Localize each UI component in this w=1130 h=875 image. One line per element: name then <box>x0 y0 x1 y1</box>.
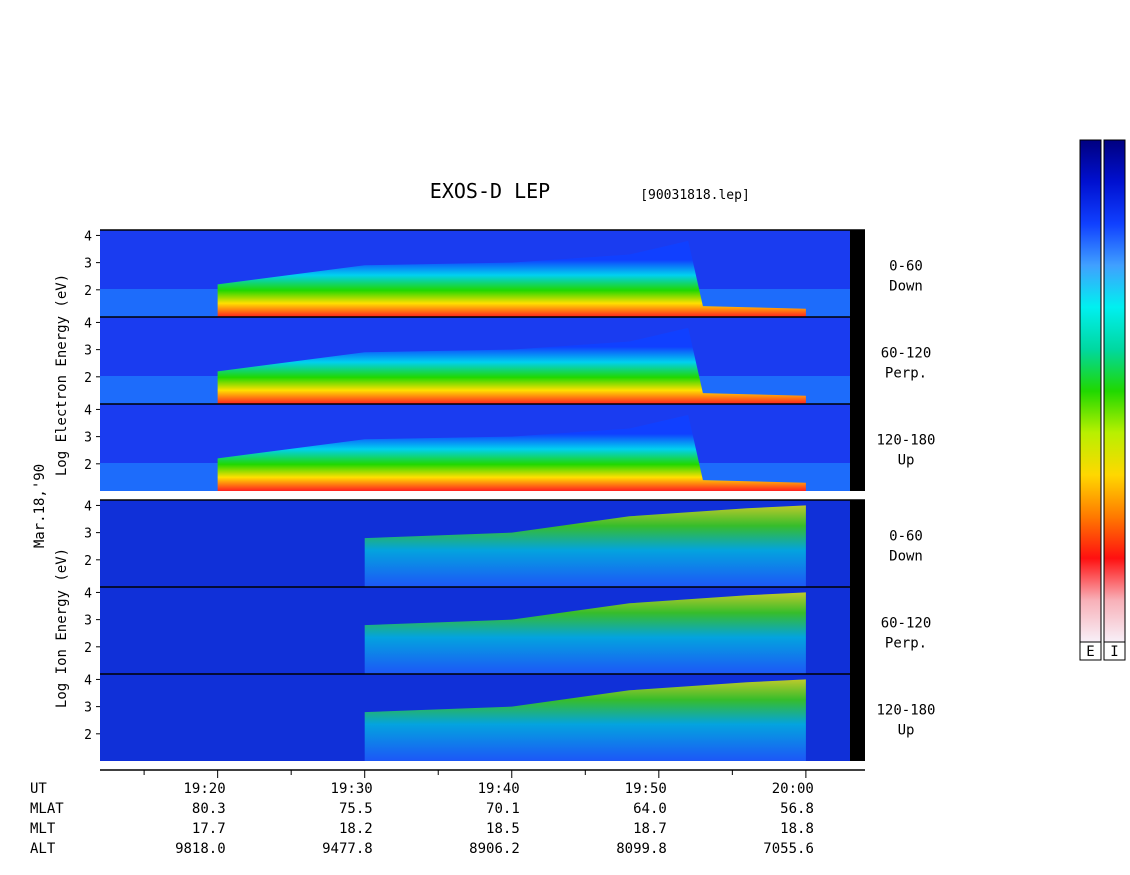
ion-flux-region <box>364 679 806 761</box>
ephemeris-value: 80.3 <box>192 801 226 817</box>
electron-panel-2 <box>100 316 865 404</box>
electron-panel-1 <box>100 229 865 317</box>
y-tick-label: 3 <box>84 614 92 629</box>
ephemeris-value: 9477.8 <box>322 841 373 857</box>
electron-pitch-range: 60-120 <box>881 346 932 362</box>
ephemeris-value: 64.0 <box>633 801 667 817</box>
ion-panel-3 <box>100 673 865 761</box>
ephemeris-label-ut: UT <box>30 781 47 797</box>
ephemeris-value: 19:50 <box>625 781 667 797</box>
y-tick-label: 3 <box>84 527 92 542</box>
data-gap <box>850 230 865 317</box>
ion-pitch-direction: Down <box>889 549 923 565</box>
y-tick-label: 4 <box>84 403 92 418</box>
y-tick-label: 2 <box>84 641 92 656</box>
ephemeris-value: 20:00 <box>772 781 814 797</box>
ephemeris-value: 8906.2 <box>469 841 520 857</box>
ion-pitch-direction: Up <box>898 723 915 739</box>
ephemeris-value: 17.7 <box>192 821 226 837</box>
electron-pitch-range: 0-60 <box>889 259 923 275</box>
y-tick-label: 3 <box>84 257 92 272</box>
data-gap <box>850 674 865 761</box>
y-tick-label: 2 <box>84 371 92 386</box>
y-tick-label: 4 <box>84 586 92 601</box>
electron-flux-region <box>217 414 806 491</box>
y-tick-label: 2 <box>84 284 92 299</box>
ephemeris-value: 18.8 <box>780 821 814 837</box>
ephemeris-table: UT 19:20 19:30 19:40 19:50 20:00 MLAT 80.3 75.5 7… <box>30 781 814 857</box>
data-gap <box>850 500 865 587</box>
y-tick-label: 4 <box>84 316 92 331</box>
ephemeris-value: 9818.0 <box>175 841 226 857</box>
ion-panel-2 <box>100 586 865 674</box>
y-axis-labels: Log Electron Energy (eV) Log Ion Energy (… <box>32 274 70 708</box>
data-gap <box>850 317 865 404</box>
ephemeris-label-alt: ALT <box>30 841 56 857</box>
ephemeris-value: 56.8 <box>780 801 814 817</box>
colorbar-label: I <box>1110 644 1118 660</box>
colorbar-i: I <box>1103 139 1126 661</box>
ion-flux-region <box>364 592 806 674</box>
y-tick-label: 4 <box>84 229 92 244</box>
y-tick-label: 3 <box>84 431 92 446</box>
y-tick-label: 2 <box>84 728 92 743</box>
colorbar-gradient <box>1103 139 1126 643</box>
ion-pitch-range: 120-180 <box>876 703 935 719</box>
electron-panel-3 <box>100 403 865 491</box>
ephemeris-label-mlt: MLT <box>30 821 56 837</box>
ion-y-label: Log Ion Energy (eV) <box>54 548 70 708</box>
y-tick-label: 4 <box>84 673 92 688</box>
y-tick-label: 2 <box>84 554 92 569</box>
time-axis <box>100 769 865 778</box>
electron-flux-region <box>217 240 806 317</box>
colorbar-label-box <box>1079 641 1102 661</box>
electron-pitch-range: 120-180 <box>876 433 935 449</box>
colorbar-gradient <box>1079 139 1102 643</box>
ephemeris-value: 8099.8 <box>616 841 667 857</box>
colorbar-e: E <box>1079 139 1102 661</box>
ion-pitch-range: 60-120 <box>881 616 932 632</box>
ephemeris-value: 19:40 <box>478 781 520 797</box>
date-label: Mar.18,'90 <box>32 464 48 548</box>
electron-flux-region <box>217 327 806 404</box>
pitch-angle-labels: 0-60 Down 60-120 Perp. 120-180 Up 0-60 Down 60-1… <box>876 259 935 739</box>
colorbar-label-box <box>1103 641 1126 661</box>
electron-pitch-direction: Perp. <box>885 366 927 382</box>
file-label: [90031818.lep] <box>640 188 750 203</box>
chart-title: EXOS-D LEP <box>430 179 550 203</box>
electron-y-label: Log Electron Energy (eV) <box>54 274 70 476</box>
ion-pitch-direction: Perp. <box>885 636 927 652</box>
colorbar-label: E <box>1086 644 1094 660</box>
ephemeris-value: 70.1 <box>486 801 520 817</box>
ephemeris-value: 75.5 <box>339 801 373 817</box>
ephemeris-label-mlat: MLAT <box>30 801 64 817</box>
electron-pitch-direction: Down <box>889 279 923 295</box>
y-tick-label: 4 <box>84 499 92 514</box>
ephemeris-value: 18.5 <box>486 821 520 837</box>
data-gap <box>850 404 865 491</box>
ephemeris-value: 19:30 <box>331 781 373 797</box>
spectrogram-panels: 4 3 2 4 3 2 4 3 2 4 3 2 4 3 2 4 3 2 <box>84 229 865 761</box>
ion-panel-1 <box>100 499 865 587</box>
ephemeris-value: 19:20 <box>183 781 225 797</box>
y-tick-label: 3 <box>84 344 92 359</box>
ion-pitch-range: 0-60 <box>889 529 923 545</box>
y-tick-label: 3 <box>84 701 92 716</box>
y-tick-label: 2 <box>84 458 92 473</box>
ion-flux-region <box>364 505 806 587</box>
ephemeris-value: 18.2 <box>339 821 373 837</box>
electron-pitch-direction: Up <box>898 453 915 469</box>
ephemeris-value: 7055.6 <box>763 841 814 857</box>
data-gap <box>850 587 865 674</box>
ephemeris-value: 18.7 <box>633 821 667 837</box>
